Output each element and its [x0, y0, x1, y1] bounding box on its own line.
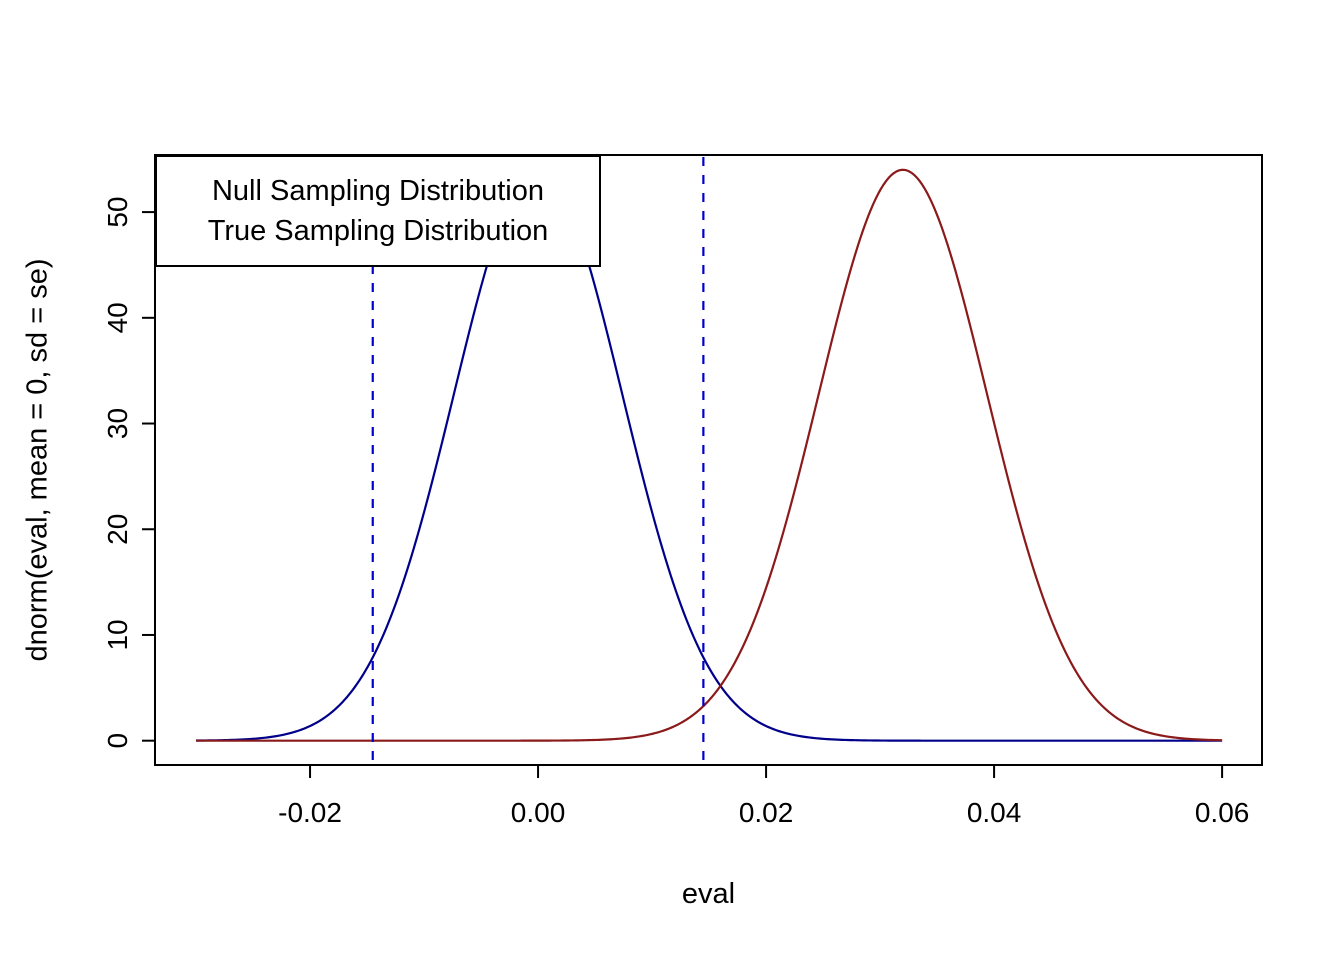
- y-tick-label: 10: [102, 619, 133, 650]
- y-tick-label: 20: [102, 514, 133, 545]
- plot-box: [154, 154, 1263, 766]
- legend: Null Sampling Distribution True Sampling…: [155, 155, 601, 267]
- x-axis-label: eval: [681, 878, 736, 910]
- x-tick-label: 0.04: [967, 797, 1022, 828]
- y-tick-label: 40: [102, 302, 133, 333]
- x-tick-label: -0.02: [278, 797, 342, 828]
- x-tick-label: 0.06: [1195, 797, 1250, 828]
- density-curve-true: [196, 168, 1223, 742]
- y-tick-label: 30: [102, 408, 133, 439]
- density-curve-null: [196, 168, 1223, 742]
- x-tick-label: 0.02: [739, 797, 794, 828]
- y-tick-label: 0: [102, 733, 133, 749]
- x-tick-label: 0.00: [511, 797, 566, 828]
- legend-entry-null: Null Sampling Distribution: [211, 175, 545, 207]
- y-axis-label: dnorm(eval, mean = 0, sd = se): [21, 258, 54, 662]
- legend-entry-true: True Sampling Distribution: [207, 215, 549, 247]
- y-tick-label: 50: [102, 197, 133, 228]
